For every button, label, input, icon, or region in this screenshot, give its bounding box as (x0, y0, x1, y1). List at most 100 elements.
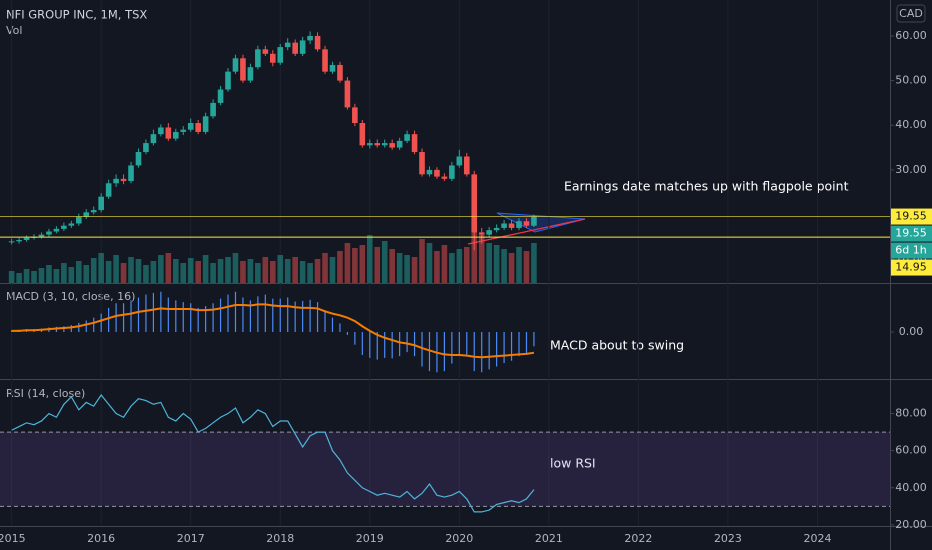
volume-bar (374, 247, 381, 283)
x-tick-label: 2018 (266, 532, 294, 545)
candle-body (374, 143, 381, 146)
x-tick-label: 2021 (535, 532, 563, 545)
volume-bar (456, 249, 463, 283)
currency-badge[interactable] (896, 4, 926, 23)
candle-body (210, 102, 216, 117)
candle-body (478, 232, 485, 235)
volume-bar (352, 248, 358, 283)
volume-bar (359, 245, 366, 283)
rsi-line (11, 393, 535, 513)
rsi-title: RSI (14, close) (6, 387, 85, 400)
volume-bar (195, 261, 201, 283)
annotation: MACD about to swing (550, 338, 684, 353)
volume-bar (128, 257, 134, 283)
candle-body (337, 64, 343, 81)
x-tick-label: 2023 (714, 532, 742, 545)
rsi-band (0, 432, 890, 507)
candle-body (8, 241, 15, 243)
candle-body (419, 152, 425, 175)
candle-body (113, 178, 119, 184)
candle-body (389, 143, 395, 148)
volume-bar (225, 257, 231, 283)
volume-bar (307, 263, 313, 283)
annotation: low RSI (550, 456, 596, 471)
candle-body (172, 131, 179, 139)
flag-drawing (496, 212, 586, 233)
volume-bar (247, 259, 254, 283)
volume-bar (508, 253, 515, 283)
candle-body (38, 234, 45, 237)
candle-body (128, 165, 134, 182)
level-tag: 19.55 (895, 210, 927, 223)
volume-bar (255, 263, 261, 283)
volume-bar (463, 247, 470, 283)
volume-bar (232, 253, 239, 283)
candle-body (90, 210, 97, 213)
x-tick-label: 2015 (0, 532, 26, 545)
x-tick-label: 2016 (87, 532, 115, 545)
y-tick-label: 40.00 (895, 481, 927, 494)
candle-body (292, 42, 298, 54)
volume-bar (284, 259, 291, 283)
volume-bar (217, 259, 224, 283)
candle-body (255, 49, 261, 68)
candle-body (269, 53, 276, 63)
candle-body (456, 156, 463, 166)
countdown-box (891, 242, 932, 259)
candle-body (299, 40, 306, 54)
candle-body (352, 107, 358, 124)
volume-bar (531, 243, 537, 283)
candle-body (23, 237, 30, 240)
candle-body (232, 58, 239, 72)
candle-body (396, 140, 403, 148)
y-tick-label: 40.00 (895, 118, 927, 131)
candle-body (277, 47, 284, 63)
candle-body (322, 49, 328, 72)
volume-label: Vol (6, 24, 22, 37)
candle-body (344, 80, 351, 108)
volume-bar (210, 263, 216, 283)
candle-body (516, 221, 522, 228)
candle-body (98, 196, 104, 211)
volume-bar (8, 271, 15, 283)
volume-bar (478, 235, 485, 283)
candle-body (329, 64, 336, 72)
candle-body (426, 169, 433, 175)
price-tag: 19.55 (895, 227, 927, 240)
candle-body (150, 134, 157, 144)
candle-body (471, 174, 478, 233)
macd-signal (11, 303, 535, 359)
candle-body (180, 129, 187, 132)
candle-body (434, 169, 440, 177)
volume-bar (419, 239, 425, 283)
candle-body (359, 123, 366, 146)
volume-bar (105, 261, 112, 283)
chart-title: NFI GROUP INC, 1M, TSX (6, 8, 147, 22)
volume-bar (269, 261, 276, 283)
volume-bar (31, 271, 37, 283)
x-tick-label: 2019 (356, 532, 384, 545)
volume-bar (90, 258, 97, 283)
volume-bar (344, 243, 351, 283)
volume-bar (113, 255, 119, 283)
candle-body (486, 230, 492, 235)
candle-body (463, 156, 470, 175)
candle-body (135, 152, 142, 166)
volume-bar (523, 251, 530, 283)
volume-bar (23, 269, 30, 283)
candle-body (143, 143, 149, 153)
candle-body (441, 176, 448, 179)
volume-bar (389, 249, 395, 283)
volume-bar (299, 261, 306, 283)
y-tick-label: 60.00 (895, 444, 927, 457)
volume-bar (68, 267, 75, 283)
candle-body (284, 42, 291, 48)
volume-bar (120, 263, 127, 283)
candle-body (46, 231, 52, 235)
volume-bar (150, 261, 157, 283)
volume-bar (98, 253, 104, 283)
volume-bar (322, 253, 328, 283)
candle-body (83, 212, 90, 217)
volume-bar (202, 255, 209, 283)
